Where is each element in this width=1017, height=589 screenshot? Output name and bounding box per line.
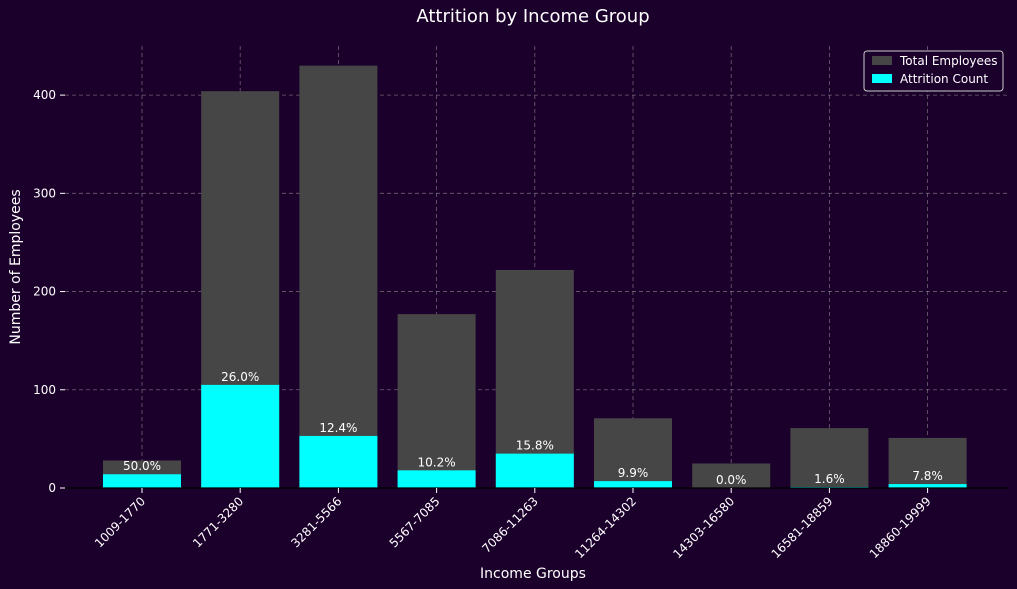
x-tick-label: 1009-1770 [92, 494, 148, 550]
bar-attrition-count [397, 470, 476, 488]
x-tick-label: 11264-14302 [572, 494, 639, 561]
x-tick-label: 5567-7085 [387, 494, 443, 550]
attrition-percent-label: 0.0% [716, 473, 747, 487]
legend-swatch-attrition [872, 74, 892, 83]
x-tick-label: 14303-16580 [670, 494, 737, 561]
chart-title: Attrition by Income Group [416, 6, 649, 27]
bars [103, 65, 967, 489]
x-tick-label: 16581-18859 [769, 494, 836, 561]
attrition-percent-label: 12.4% [319, 421, 357, 435]
bar-total-employees [692, 463, 771, 488]
y-tick-label: 200 [33, 285, 56, 299]
legend: Total Employees Attrition Count [863, 50, 1004, 92]
legend-label-total: Total Employees [899, 54, 998, 68]
bar-total-employees [594, 418, 672, 488]
x-tick-label: 1771-3280 [190, 494, 246, 550]
bar-total-employees [495, 269, 574, 488]
y-tick-label: 100 [33, 383, 56, 397]
bar-attrition-count [594, 481, 672, 488]
legend-label-attrition: Attrition Count [900, 72, 988, 86]
y-tick-label: 0 [48, 481, 56, 495]
attrition-percent-label: 1.6% [814, 472, 845, 486]
x-axis-title: Income Groups [480, 566, 586, 582]
attrition-percent-label: 9.9% [618, 466, 649, 480]
attrition-percent-label: 26.0% [221, 370, 259, 384]
bar-attrition-count [299, 435, 378, 488]
bar-total-employees [397, 314, 476, 488]
legend-box [863, 50, 1004, 92]
attrition-percent-label: 50.0% [123, 459, 161, 473]
bar-labels: 50.0% 26.0% 12.4% 10.2% 15.8% 9.9% 0.0% 1.6% 7.8… [123, 370, 943, 487]
bar-total-employees [299, 65, 378, 489]
bar-attrition-count [103, 474, 181, 488]
y-tick-label: 400 [33, 88, 56, 102]
x-tick-label: 3281-5566 [288, 494, 344, 550]
bar-total-employees [790, 428, 869, 488]
bar-attrition-count [201, 384, 280, 488]
y-axis-title: Number of Employees [8, 189, 24, 344]
x-tick-label: 18860-19999 [867, 494, 934, 561]
x-tick-label: 7086-11263 [479, 494, 541, 556]
attrition-percent-label: 15.8% [516, 439, 554, 453]
attrition-percent-label: 10.2% [418, 455, 456, 469]
bar-attrition-count [888, 484, 967, 488]
attrition-percent-label: 7.8% [912, 469, 943, 483]
y-tick-label: 300 [33, 186, 56, 200]
legend-swatch-total [872, 56, 892, 65]
bar-attrition-count [495, 453, 574, 488]
bar-total-employees [888, 437, 967, 488]
